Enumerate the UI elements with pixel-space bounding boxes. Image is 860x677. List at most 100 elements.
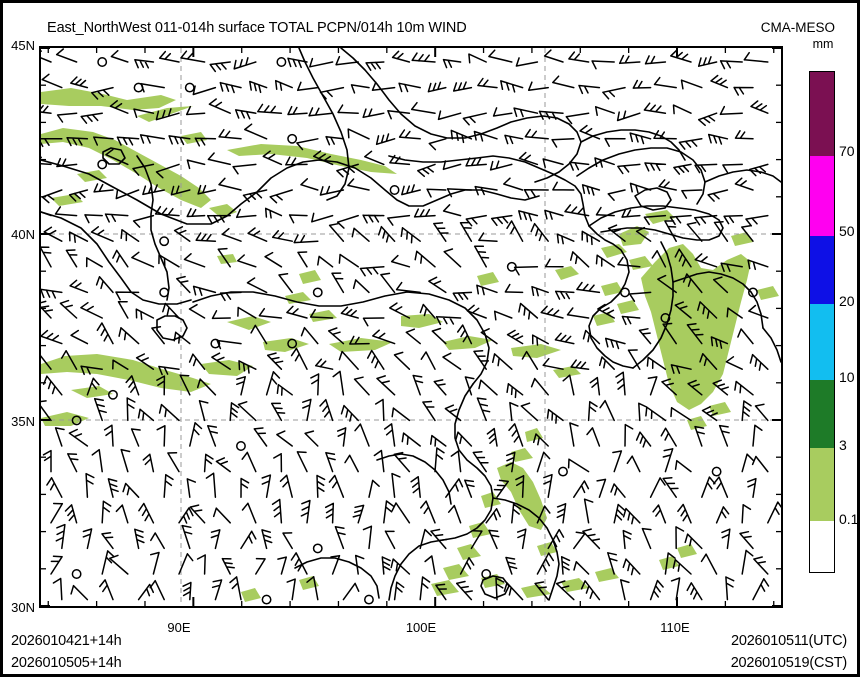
wind-barb [311,212,334,223]
wind-barb [120,229,140,242]
wind-barb [156,425,166,447]
wind-barb-layer [41,48,781,605]
wind-barb [530,377,549,396]
wind-barb [182,581,192,601]
footer-valid-time-cst: 2026010519(CST) [730,655,848,671]
wind-barb [680,79,703,90]
wind-barb [70,329,89,345]
wind-barb [434,447,445,473]
map-plot-area[interactable] [39,46,783,608]
wind-barb [540,305,564,319]
wind-barb [513,107,539,118]
wind-barb [503,582,524,601]
wind-barb [240,477,250,498]
wind-barb [258,307,283,319]
wind-barb [95,276,114,294]
wind-barb [139,134,165,144]
wind-barb [435,583,447,601]
wind-barb [675,526,685,550]
wind-barb [377,225,396,243]
wind-barb [598,356,615,370]
wind-barb [536,552,555,575]
wind-barb [428,138,447,151]
wind-barb [336,214,359,229]
wind-barb [221,227,242,242]
wind-barb [544,209,564,220]
wind-barb [85,472,95,498]
wind-barb [309,308,334,319]
wind-barb [734,380,754,396]
wind-barb [241,451,257,473]
wind-barb [247,227,268,242]
wind-barb [216,339,242,350]
wind-barb [300,178,319,191]
colorbar[interactable] [809,71,835,573]
wind-barb [725,576,735,601]
wind-barb [176,275,191,294]
wind-barb [210,529,221,550]
wind-barb [424,555,436,575]
wind-barb [297,251,308,268]
wind-barb [241,502,257,524]
wind-barb [426,188,447,198]
wind-barb [107,478,119,498]
wind-barb [286,578,296,601]
lat-label-40n: 40N [11,227,35,242]
wind-barb [340,404,359,422]
wind-barb [317,255,334,268]
wind-barb [511,503,522,524]
wind-barb [158,254,180,268]
wind-barb [196,554,206,575]
wind-barb [582,528,601,550]
wind-barb [472,451,489,473]
wind-barb [442,204,462,217]
wind-barb [653,76,677,89]
wind-barb [599,399,615,422]
wind-barb [398,129,421,140]
wind-barb [442,160,462,171]
colorbar-unit-label: mm [812,37,834,51]
wind-barb [186,159,206,170]
wind-barb [41,355,52,370]
wind-barb [362,317,385,327]
wind-barb [672,104,692,115]
wind-barb [332,370,345,396]
wind-barb [142,184,165,196]
wind-barb [509,401,519,422]
wind-barb [91,86,114,100]
wind-barb [480,328,498,345]
wind-barb [573,480,590,498]
wind-barb [430,528,448,550]
wind-barb [188,303,206,319]
wind-barb [413,208,436,218]
wind-barb [513,266,539,276]
wind-barb [560,556,571,575]
wind-barb [376,375,396,396]
wind-barb [52,577,63,601]
wind-barb [543,49,564,63]
wind-barb [638,328,652,345]
calm-wind-symbol [711,466,722,477]
wind-barb [96,322,114,345]
wind-barb [433,379,447,396]
wind-barb [422,400,436,422]
wind-barb [135,353,155,370]
wind-barb [142,453,155,473]
wind-barb [622,507,641,525]
colorbar-segment-0.1-3 [810,448,834,521]
wind-barb [308,107,334,117]
wind-barb [93,183,114,193]
wind-barb [68,189,89,202]
wind-barb [515,475,525,498]
calm-wind-symbol [159,236,170,247]
wind-barb [527,81,549,91]
wind-barb [713,220,729,242]
wind-barb [669,214,692,226]
wind-barb [674,459,692,473]
wind-barb [565,112,590,125]
wind-barb [151,326,165,345]
wind-barb [715,506,730,524]
wind-barb [249,80,268,94]
wind-barb [661,378,677,396]
wind-barb [419,303,436,319]
